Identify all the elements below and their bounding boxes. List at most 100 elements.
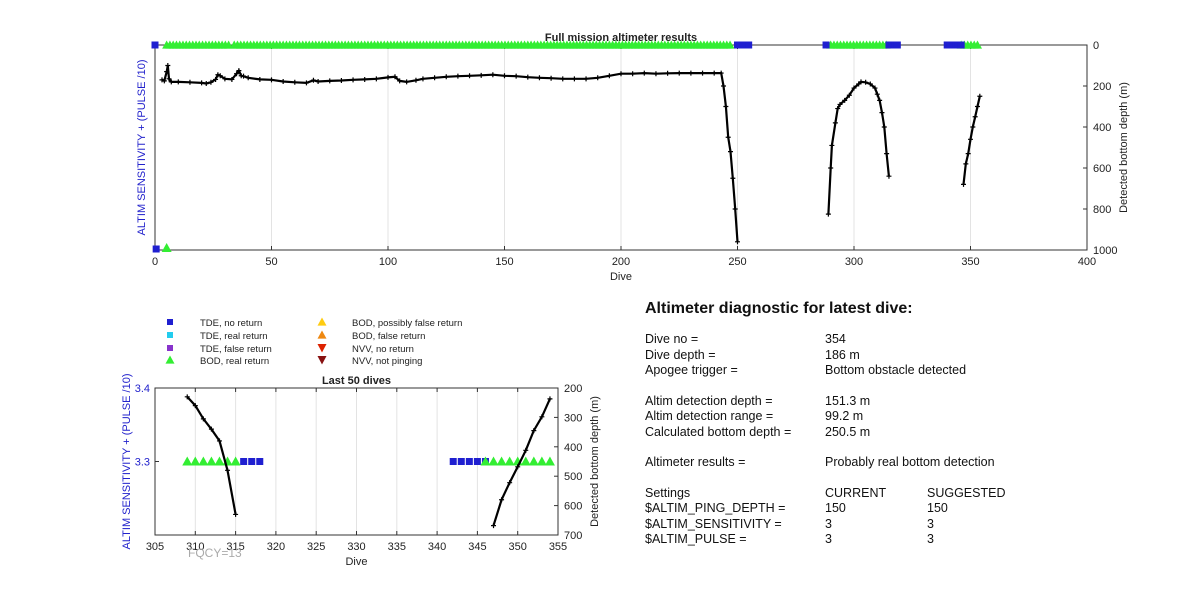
- depth-point: [835, 106, 841, 112]
- x-tick-label: 325: [307, 541, 325, 553]
- depth-point: [688, 70, 694, 76]
- depth-point: [961, 181, 967, 187]
- depth-point: [837, 101, 843, 107]
- depth-point: [166, 76, 172, 82]
- depth-point: [571, 76, 577, 82]
- bod-real-return-marker: [230, 456, 241, 466]
- legend-label: BOD, false return: [352, 331, 425, 342]
- legend-label: TDE, real return: [200, 331, 268, 342]
- depth-point: [974, 104, 980, 109]
- depth-point: [851, 85, 857, 91]
- bod-real-return-marker: [536, 456, 547, 466]
- settings-header-current: CURRENT: [825, 485, 887, 500]
- y-left-axis-label: ALTIM SENSITIVITY + (PULSE /10): [136, 60, 148, 236]
- bod-real-return-marker: [488, 456, 499, 466]
- diagnostic-label: Dive depth =: [645, 347, 716, 362]
- depth-point: [972, 114, 978, 120]
- diagnostic-label: Altim detection range =: [645, 409, 774, 423]
- diagnostic-label: Altimeter results =: [645, 455, 746, 469]
- depth-point: [858, 79, 864, 85]
- tde-no-return-marker: [256, 458, 264, 465]
- depth-point: [269, 77, 274, 83]
- depth-point: [977, 93, 983, 99]
- depth-point: [216, 438, 222, 444]
- diagnostic-value: Bottom obstacle detected: [825, 363, 967, 377]
- depth-point: [523, 447, 529, 453]
- x-axis-label: Dive: [610, 271, 632, 283]
- tde-no-return-marker: [465, 458, 473, 465]
- depth-point: [236, 68, 242, 74]
- depth-point: [245, 75, 251, 81]
- depth-point: [531, 428, 537, 434]
- depth-point: [327, 78, 333, 84]
- x-tick-label: 400: [1078, 256, 1096, 268]
- depth-point: [547, 396, 553, 402]
- depth-point: [303, 80, 309, 86]
- bod-real-return-marker: [504, 456, 515, 466]
- bod-real-return-marker: [496, 456, 507, 466]
- watermark-label: FQCY=13: [188, 546, 242, 560]
- depth-point: [718, 70, 724, 76]
- depth-point: [879, 110, 885, 116]
- x-tick-label: 200: [612, 256, 630, 268]
- y-right-tick-label: 400: [1093, 122, 1111, 134]
- x-tick-label: 310: [186, 541, 204, 553]
- depth-point: [199, 80, 205, 86]
- tde-no-return-marker: [893, 41, 901, 49]
- diagnostic-panel: Altimeter diagnostic for latest dive: Di…: [645, 300, 1165, 548]
- depth-point: [539, 414, 545, 420]
- depth-point: [217, 73, 223, 79]
- setting-value: 3: [825, 532, 832, 546]
- depth-point: [397, 78, 403, 84]
- legend-swatch: [317, 330, 327, 339]
- x-tick-label: 340: [428, 541, 446, 553]
- depth-point: [187, 79, 193, 85]
- depth-point: [735, 239, 740, 245]
- tde-no-return-marker: [457, 458, 465, 465]
- diagnostic-row: Apogee trigger = Bottom obstacle detected: [645, 363, 1165, 379]
- depth-point: [392, 74, 398, 80]
- diagnostic-row: Dive depth = 186 m: [645, 348, 1165, 364]
- legend-label: NVV, not pinging: [352, 356, 422, 367]
- depth-series-line: [161, 65, 739, 242]
- depth-point: [874, 91, 880, 97]
- x-tick-label: 50: [265, 256, 277, 268]
- legend-label: TDE, no return: [200, 318, 262, 329]
- depth-point: [595, 75, 601, 81]
- x-tick-label: 305: [146, 541, 164, 553]
- tde-no-return-marker: [745, 41, 753, 49]
- setting-suggested-value: 3: [927, 532, 934, 546]
- bod-real-return-marker: [972, 40, 982, 49]
- depth-point: [884, 151, 890, 157]
- depth-point: [968, 136, 973, 142]
- depth-point: [257, 76, 263, 82]
- x-tick-label: 355: [549, 541, 567, 553]
- depth-point: [490, 72, 496, 78]
- depth-point: [863, 79, 869, 85]
- diagnostic-label: Altim detection depth =: [645, 393, 773, 408]
- depth-point: [499, 497, 505, 503]
- setting-suggested-value: 150: [927, 501, 948, 515]
- diagnostic-group-detection: Altim detection depth = 151.3 m Altim dete…: [645, 394, 1165, 441]
- setting-row: $ALTIM_SENSITIVITY = 3 3: [645, 517, 1165, 533]
- depth-point: [165, 63, 171, 68]
- diagnostic-label: Dive no =: [645, 332, 699, 346]
- depth-point: [413, 77, 419, 83]
- setting-label: $ALTIM_PING_DEPTH =: [645, 501, 786, 515]
- diagnostic-title: Altimeter diagnostic for latest dive:: [645, 300, 913, 317]
- y-right-tick-label: 200: [564, 383, 582, 395]
- depth-point: [229, 76, 235, 82]
- diagnostic-label: Apogee trigger =: [645, 363, 738, 377]
- legend-swatch: [167, 319, 173, 325]
- x-tick-label: 300: [845, 256, 863, 268]
- depth-point: [241, 73, 247, 79]
- x-tick-label: 335: [388, 541, 406, 553]
- depth-point: [842, 97, 848, 103]
- legend-swatch: [167, 332, 173, 338]
- legend-swatch: [317, 317, 327, 326]
- depth-point: [385, 74, 391, 80]
- depth-point: [208, 426, 214, 432]
- legend-label: BOD, real return: [200, 356, 269, 367]
- diagnostic-row: Dive no = 354: [645, 332, 1165, 348]
- depth-point: [877, 97, 883, 103]
